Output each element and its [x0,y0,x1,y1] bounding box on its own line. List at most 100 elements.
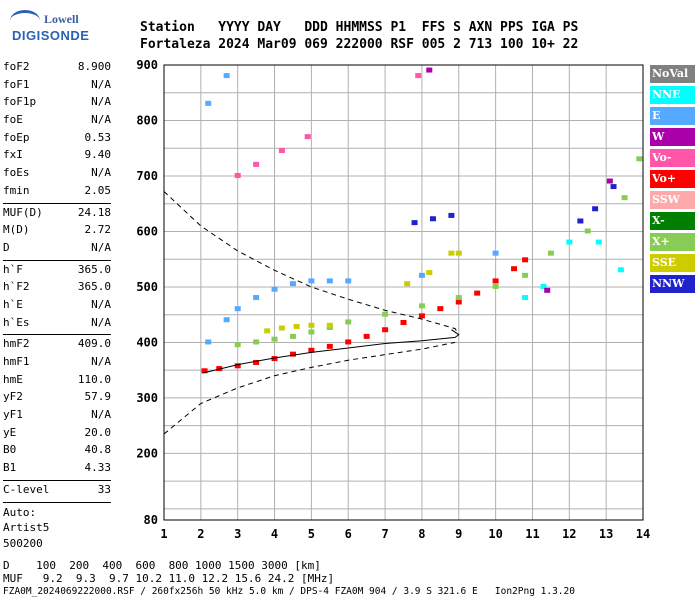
profile-solid-line [202,329,460,374]
legend-item: NoVal [650,65,695,83]
auto-line: 500200 [3,536,43,550]
param-value: 33 [97,482,111,496]
trace-point [566,239,573,245]
param-group-muf: MUF(D) 24.18 M(D) 2.72 D N/A [3,206,111,259]
trace-vo [201,257,529,374]
trace-point [492,283,499,289]
auto-line: Artist5 [3,521,50,534]
trace-point [404,281,411,287]
trace-point [271,356,278,362]
y-tick-label: 800 [136,113,158,127]
trace-point [326,322,333,328]
param-value: 2.72 [84,223,112,237]
param-value: N/A [91,113,111,127]
trace-point [264,328,271,334]
trace-point [584,228,591,234]
param-row: yF2 57.9 [3,390,111,408]
y-tick-label: 900 [136,58,158,72]
param-row: yF1 N/A [3,408,111,426]
trace-point [455,295,462,301]
auto-line: Auto: [3,505,37,519]
param-value: N/A [91,297,111,311]
trace-point [418,272,425,278]
param-row: foF2 8.900 [3,60,111,78]
param-group-virtual-heights: h`F 365.0 h`F2 365.0 h`E N/A h`Es N/A [3,263,111,334]
clevel-row: C-level 33 [3,483,111,501]
param-row: yE 20.0 [3,426,111,444]
x-tick-label: 6 [345,527,352,541]
trace-point [621,195,628,201]
param-row: hmF1 N/A [3,355,111,373]
trace-point [617,267,624,273]
param-value: 4.33 [84,461,112,475]
trace-point [253,161,260,167]
divider [3,334,111,336]
trace-point [223,73,230,79]
trace-point [492,278,499,284]
param-value: N/A [91,315,111,329]
param-key: foF1p [3,95,37,109]
lowell-digisonde-logo: Lowell DIGISONDE [8,8,89,44]
trace-point [455,299,462,305]
trace-point [636,156,643,162]
param-value: N/A [91,166,111,180]
y-tick-label: 500 [136,280,158,294]
trace-point [253,339,260,345]
param-row: h`F 365.0 [3,263,111,281]
trace-point [415,73,422,79]
legend-item: SSW [650,191,695,209]
header-labels: Station YYYY DAY DDD HHMMSS P1 FFS S AXN… [140,20,579,35]
profile-dashed-lower-line [163,341,456,435]
auto-scaling-info: Auto: Artist5 500200 [3,505,111,552]
param-row: foEs N/A [3,166,111,184]
trace-point [382,327,389,333]
logo-swoosh-icon [10,10,40,31]
trace-point [522,295,529,301]
trace-sse [264,250,462,334]
trace-point [253,295,260,301]
param-value: 409.0 [77,337,111,351]
header-values: Fortaleza 2024 Mar09 069 222000 RSF 005 … [140,37,579,52]
legend-item: Vo- [650,149,695,167]
trace-x [234,156,643,348]
param-key: hmE [3,372,23,386]
trace-point [437,306,444,312]
trace-point [234,342,241,348]
trace-point [326,278,333,284]
trace-point [547,250,554,256]
param-key: B1 [3,461,17,475]
param-key: foF2 [3,60,30,73]
electron-density-profile [163,191,460,435]
legend-item: NNW [650,275,695,293]
trace-nne [522,239,624,301]
trace-point [448,250,455,256]
param-value: 365.0 [77,262,111,276]
trace-point [382,311,389,317]
parameter-panel: foF2 8.900 foF1 N/A foF1p N/A foE N/A foEp 0.53 fx… [3,60,111,551]
param-row: B1 4.33 [3,461,111,479]
x-tick-label: 14 [636,527,650,541]
param-row: D N/A [3,241,111,259]
param-value: 8.900 [77,60,111,73]
trace-point [223,317,230,323]
param-row: MUF(D) 24.18 [3,206,111,224]
x-tick-label: 5 [308,527,315,541]
legend-item: W [650,128,695,146]
param-row: hmF2 409.0 [3,337,111,355]
ionogram-traces [201,67,643,374]
trace-point [522,257,529,263]
trace-point [595,239,602,245]
polarization-legend: NoVal NNE E W Vo- Vo+ SSW X- X+ SSE NNW [650,65,695,296]
x-tick-label: 11 [525,527,539,541]
param-key: fmin [3,183,30,197]
y-tick-label: 600 [136,224,158,238]
trace-point [511,266,518,272]
param-key: B0 [3,443,17,457]
x-tick-label: 4 [271,527,278,541]
trace-point [326,343,333,349]
trace-point [289,351,296,357]
trace-point [544,287,551,293]
x-tick-label: 12 [562,527,576,541]
legend-item: X- [650,212,695,230]
